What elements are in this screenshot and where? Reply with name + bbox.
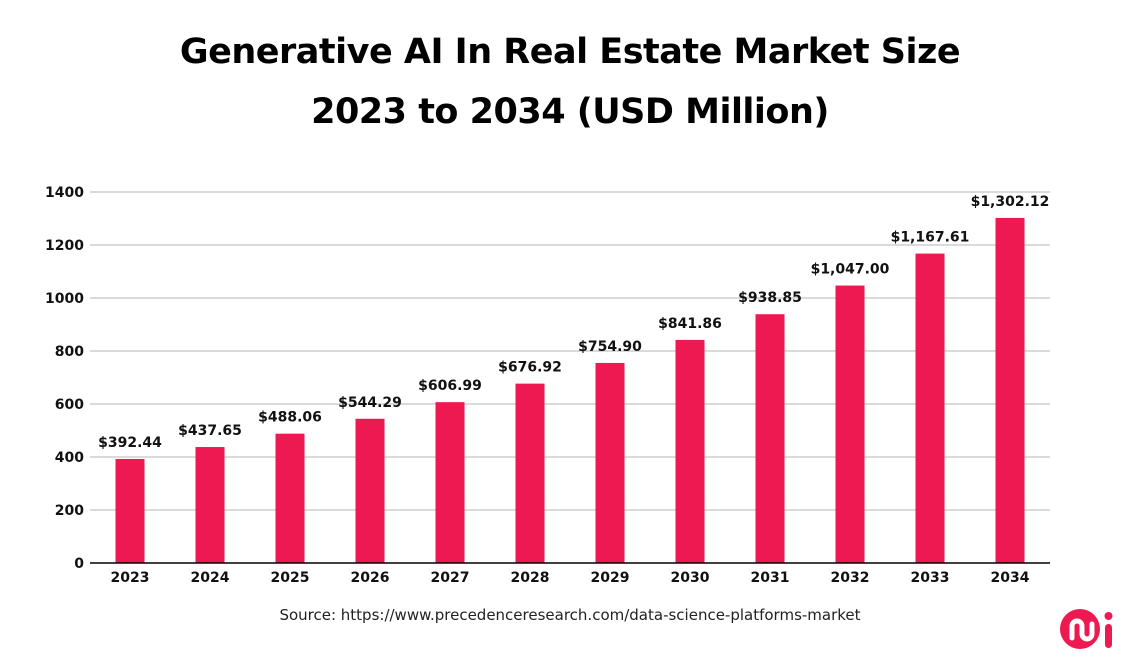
x-tick-label: 2027 bbox=[431, 570, 470, 586]
bar bbox=[835, 285, 865, 563]
bar bbox=[755, 314, 785, 563]
x-tick-label: 2029 bbox=[591, 570, 630, 586]
x-tick-label: 2024 bbox=[191, 570, 230, 586]
bar bbox=[275, 433, 305, 563]
bar bbox=[435, 402, 465, 563]
chart-subtitle: 2023 to 2034 (USD Million) bbox=[311, 92, 829, 132]
data-label: $606.99 bbox=[418, 378, 482, 394]
x-tick-label: 2034 bbox=[991, 570, 1030, 586]
data-label: $488.06 bbox=[258, 410, 322, 426]
bar bbox=[115, 459, 145, 563]
brand-logo bbox=[1060, 609, 1113, 649]
y-tick-label: 0 bbox=[74, 556, 84, 572]
data-label: $1,302.12 bbox=[971, 194, 1050, 210]
bar bbox=[595, 362, 625, 563]
data-label: $841.86 bbox=[658, 316, 722, 332]
bar bbox=[515, 383, 545, 563]
x-tick-label: 2028 bbox=[511, 570, 550, 586]
x-tick-label: 2026 bbox=[351, 570, 390, 586]
data-label: $754.90 bbox=[578, 339, 642, 355]
data-label: $392.44 bbox=[98, 435, 162, 451]
bar bbox=[915, 253, 945, 563]
data-label: $938.85 bbox=[738, 290, 802, 306]
x-tick-label: 2023 bbox=[111, 570, 150, 586]
bar bbox=[355, 418, 385, 563]
bar-chart: 0 200 400 600 800 1000 1200 1400 $392.44 2023 $437… bbox=[45, 185, 1050, 586]
data-label: $544.29 bbox=[338, 395, 402, 411]
data-label: $1,167.61 bbox=[891, 230, 970, 246]
y-tick-label: 800 bbox=[55, 344, 84, 360]
data-label: $1,047.00 bbox=[811, 262, 890, 278]
bar bbox=[995, 217, 1025, 563]
y-tick-label: 1000 bbox=[45, 291, 84, 307]
x-tick-label: 2031 bbox=[751, 570, 790, 586]
source-text: Source: https://www.precedenceresearch.c… bbox=[279, 606, 861, 624]
y-tick-label: 1400 bbox=[45, 185, 84, 201]
x-tick-label: 2025 bbox=[271, 570, 310, 586]
data-label: $676.92 bbox=[498, 360, 562, 376]
x-tick-label: 2030 bbox=[671, 570, 710, 586]
data-label: $437.65 bbox=[178, 423, 242, 439]
y-tick-label: 600 bbox=[55, 397, 84, 413]
y-tick-label: 400 bbox=[55, 450, 84, 466]
bar bbox=[195, 447, 225, 563]
x-tick-label: 2032 bbox=[831, 570, 870, 586]
chart-title: Generative AI In Real Estate Market Size bbox=[179, 32, 961, 72]
y-tick-label: 1200 bbox=[45, 238, 84, 254]
y-tick-label: 200 bbox=[55, 503, 84, 519]
x-tick-label: 2033 bbox=[911, 570, 950, 586]
bar bbox=[675, 339, 705, 563]
